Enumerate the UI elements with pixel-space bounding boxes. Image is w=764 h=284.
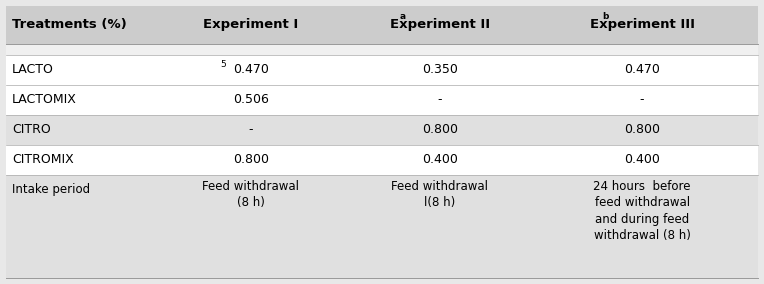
Text: a: a [400,12,406,21]
Text: 0.400: 0.400 [624,153,660,166]
Text: 0.800: 0.800 [422,123,458,136]
Text: b: b [602,12,608,21]
Text: Intake period: Intake period [12,183,90,196]
Text: -: - [438,93,442,106]
Text: 0.800: 0.800 [624,123,660,136]
Text: CITROMIX: CITROMIX [12,153,74,166]
Text: -: - [640,93,644,106]
Text: 0.350: 0.350 [422,63,458,76]
Text: Experiment I: Experiment I [203,18,298,31]
Text: 0.470: 0.470 [624,63,660,76]
Text: -: - [248,123,253,136]
Text: 5: 5 [220,60,226,69]
Text: Feed withdrawal
l(8 h): Feed withdrawal l(8 h) [391,180,488,209]
Text: Experiment III: Experiment III [590,18,694,31]
Text: Feed withdrawal
(8 h): Feed withdrawal (8 h) [202,180,299,209]
Text: LACTOMIX: LACTOMIX [12,93,77,106]
Text: 0.506: 0.506 [233,93,269,106]
Text: CITRO: CITRO [12,123,51,136]
Text: 24 hours  before
feed withdrawal
and during feed
withdrawal (8 h): 24 hours before feed withdrawal and duri… [594,180,691,243]
Text: 0.800: 0.800 [232,153,269,166]
Text: 0.470: 0.470 [233,63,269,76]
Text: Experiment II: Experiment II [390,18,490,31]
Text: LACTO: LACTO [12,63,54,76]
Text: 0.400: 0.400 [422,153,458,166]
Text: Treatments (%): Treatments (%) [12,18,127,31]
Bar [6,44,758,55]
